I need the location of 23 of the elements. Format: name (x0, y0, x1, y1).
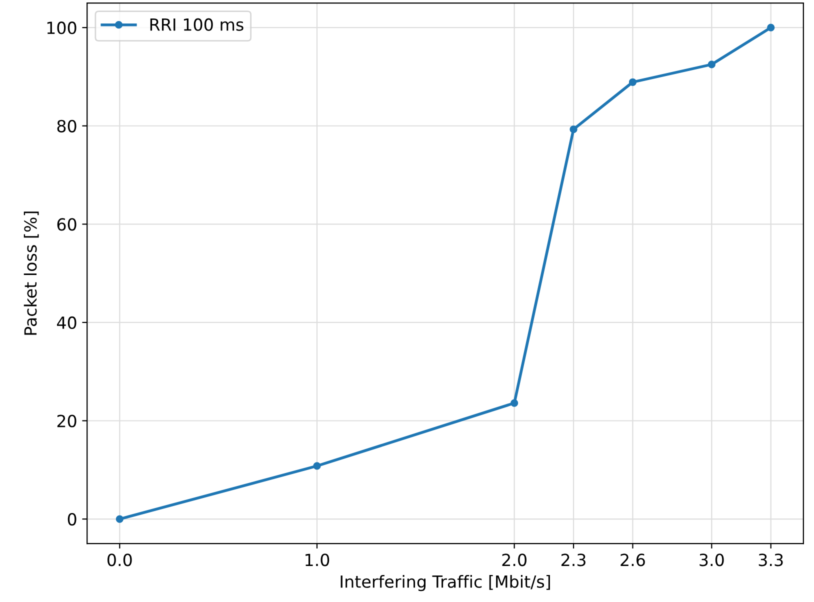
y-tick-label: 20 (57, 414, 76, 428)
y-axis-title: Packet loss [%] (24, 212, 39, 335)
point (313, 462, 321, 470)
point (510, 399, 518, 407)
point (570, 125, 578, 134)
x-tick-label: 2.0 (502, 554, 526, 566)
x-tick-label: 2.3 (561, 554, 586, 566)
y-tick-label: 80 (57, 120, 76, 132)
point (116, 515, 124, 523)
y-tick-label: 100 (47, 22, 76, 34)
x-tick-label: 1.0 (306, 554, 330, 566)
legend-label: RRI 100 ms (150, 18, 244, 31)
point (708, 60, 716, 68)
x-tick-label: 0.0 (108, 554, 132, 566)
point (767, 24, 775, 32)
x-tick-label: 2.6 (620, 554, 645, 566)
x-tick-label: 3.3 (758, 554, 783, 566)
y-tick-label: 40 (56, 316, 76, 330)
x-tick-label: 3.0 (700, 554, 724, 566)
x-axis-title: Interfering Traffic [Mbit/s] (340, 575, 550, 592)
y-tick-label: 60 (57, 218, 76, 231)
y-tick-label: 0 (68, 512, 76, 526)
point (628, 78, 637, 86)
